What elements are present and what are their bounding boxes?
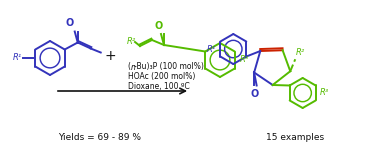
Text: R²: R²: [296, 48, 305, 57]
Text: HOAc (200 mol%): HOAc (200 mol%): [127, 73, 195, 81]
Text: O: O: [250, 90, 258, 100]
Text: 15 examples: 15 examples: [266, 134, 324, 142]
Text: +: +: [104, 49, 116, 63]
Text: R³: R³: [240, 56, 249, 64]
Text: R²: R²: [127, 37, 136, 46]
Text: R¹: R¹: [207, 44, 216, 54]
Text: -Bu)₃P (100 mol%): -Bu)₃P (100 mol%): [135, 63, 204, 71]
Text: O: O: [65, 19, 74, 29]
Text: R³: R³: [320, 88, 329, 98]
Text: O: O: [155, 21, 163, 31]
Text: (: (: [127, 63, 130, 71]
Text: Yields = 69 - 89 %: Yields = 69 - 89 %: [59, 134, 141, 142]
Text: R¹: R¹: [13, 54, 22, 63]
Text: Dioxane, 100 ºC: Dioxane, 100 ºC: [127, 81, 189, 90]
Text: n: n: [131, 63, 136, 71]
